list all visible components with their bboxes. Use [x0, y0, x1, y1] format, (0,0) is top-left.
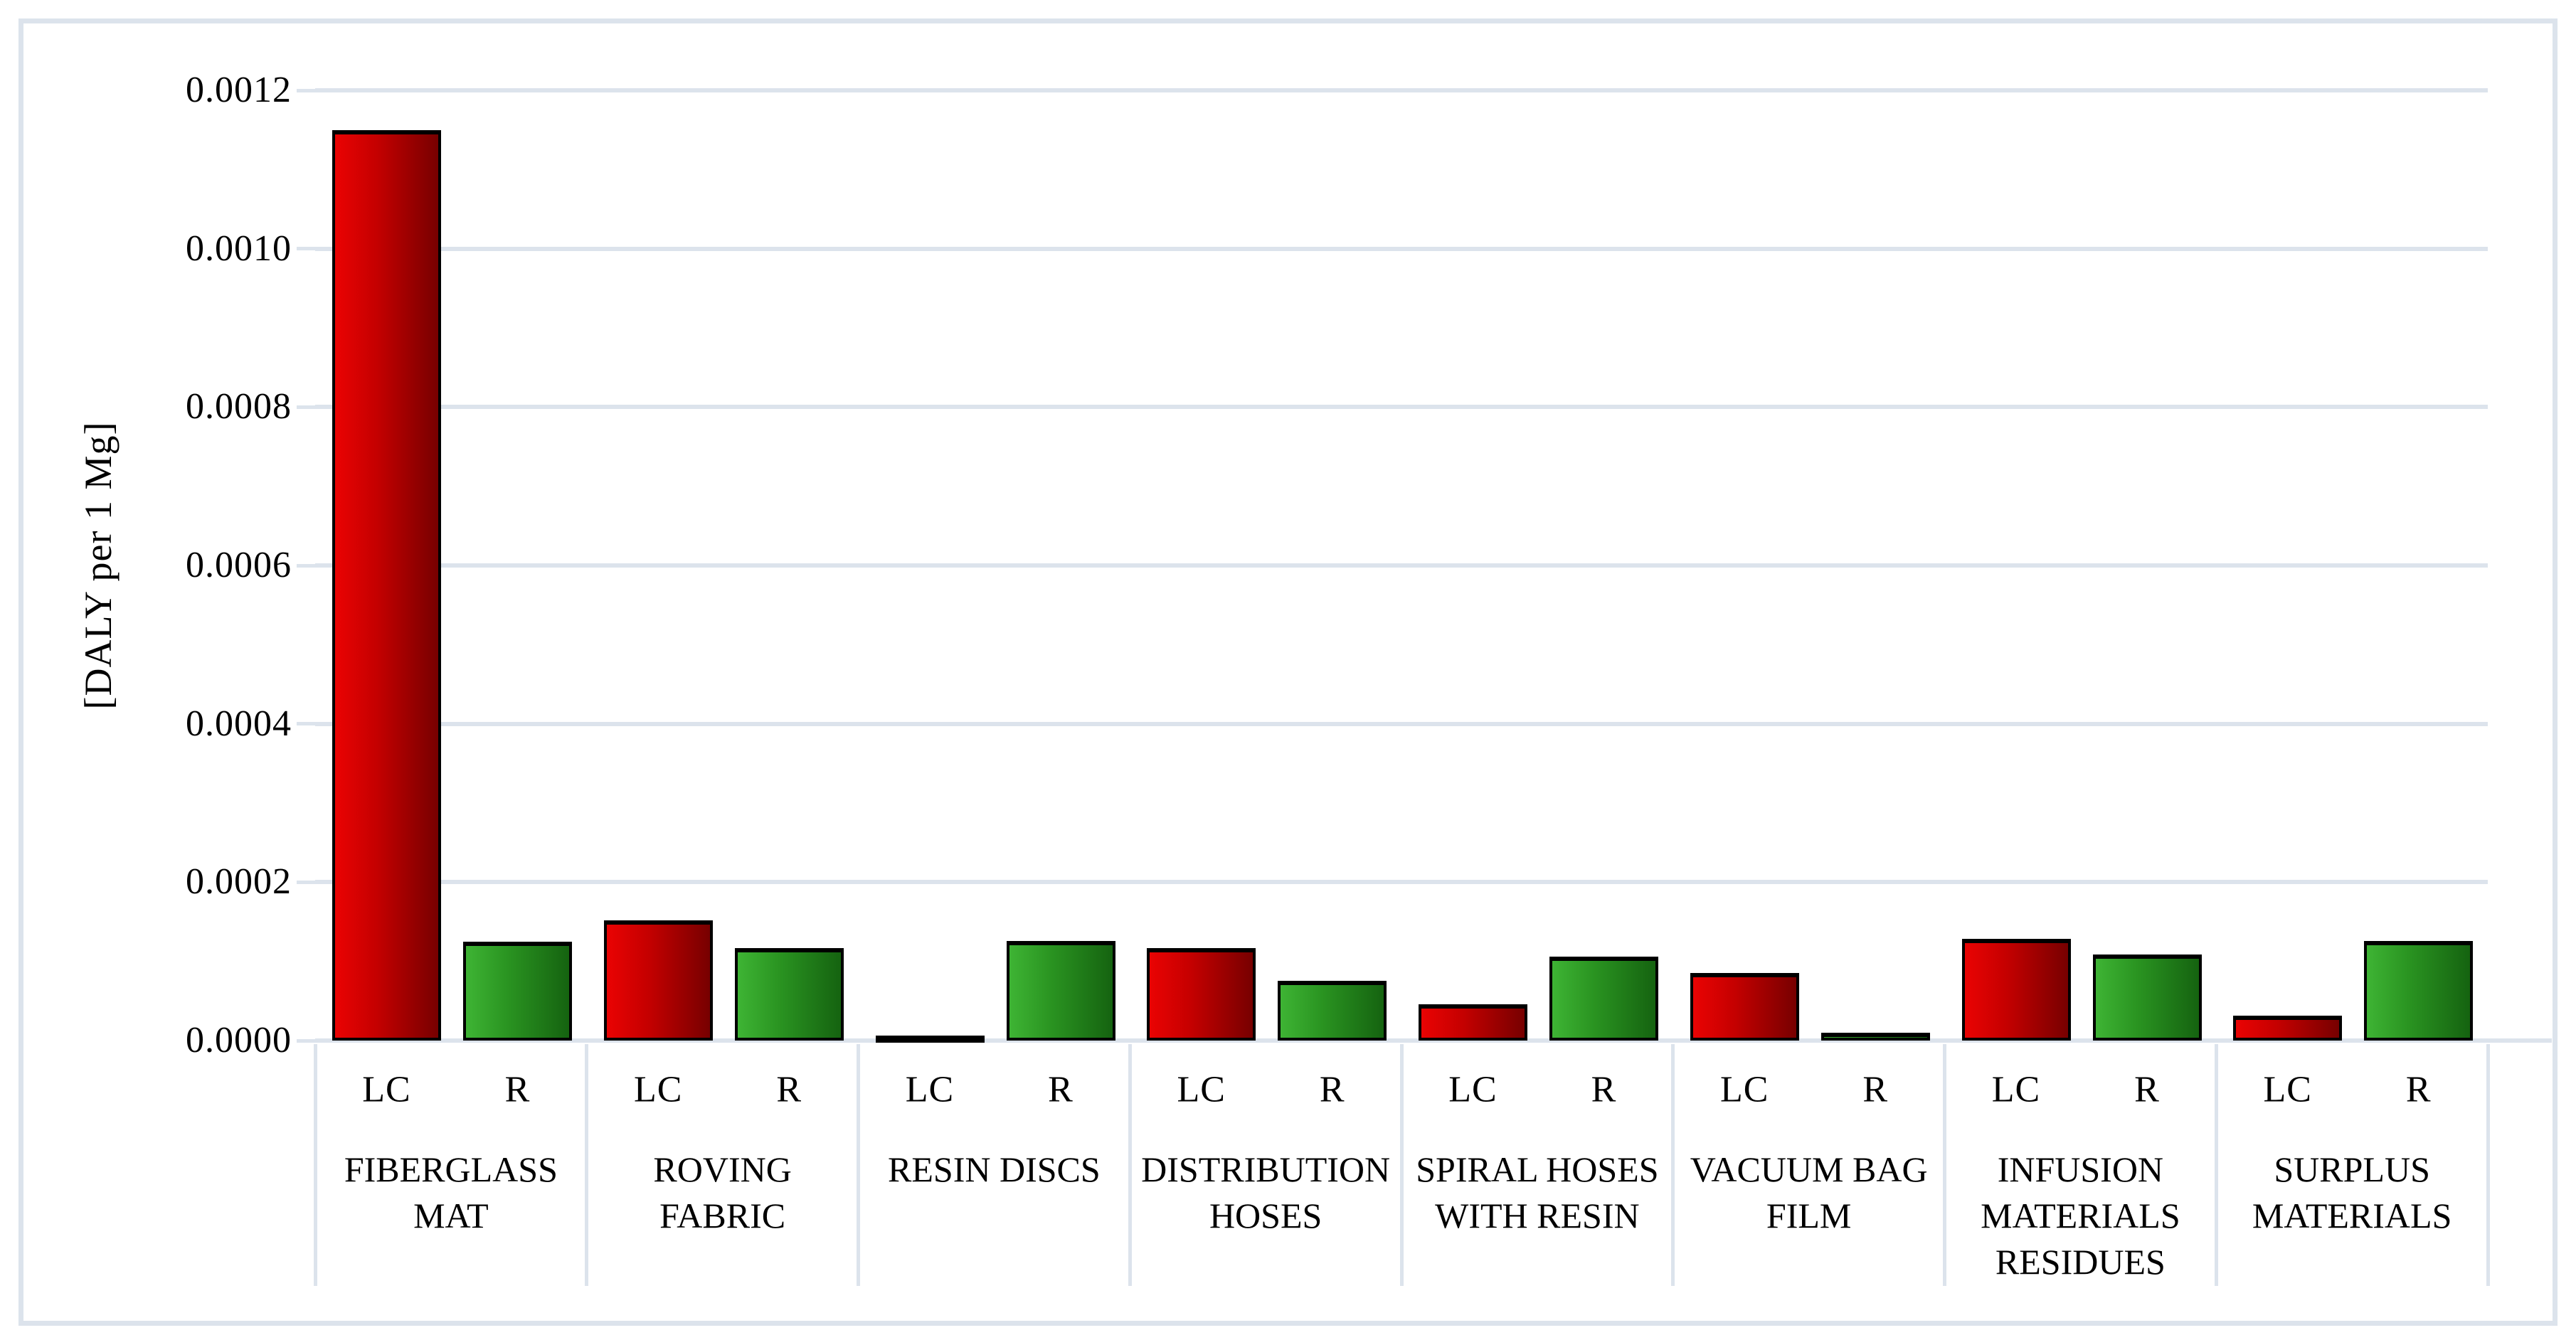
category-label-line: ROVING	[653, 1149, 792, 1189]
y-axis-tick	[297, 722, 315, 726]
bar-r-2	[734, 948, 844, 1041]
category-divider	[2486, 1044, 2490, 1286]
bar-sublabel-r: R	[1591, 1069, 1617, 1110]
bar-lc-4	[1147, 948, 1256, 1041]
bar-sublabel-lc: LC	[1448, 1069, 1498, 1110]
category-label-line: MATERIALS	[2252, 1196, 2452, 1235]
bar-lc-6	[1690, 973, 1799, 1041]
gridline	[315, 405, 2488, 410]
bar-sublabel-r: R	[1319, 1069, 1345, 1110]
bar-r-6	[1820, 1033, 1930, 1041]
bar-sublabel-r: R	[504, 1069, 531, 1110]
category-label-line: WITH RESIN	[1435, 1196, 1640, 1235]
bar-lc-2	[603, 920, 713, 1041]
bar-r-4	[1278, 981, 1387, 1041]
y-axis-tick	[297, 247, 315, 251]
y-axis-tick	[297, 405, 315, 409]
category-label-line: INFUSION	[1997, 1149, 2164, 1189]
y-tick-label: 0.0000	[186, 1020, 292, 1060]
category-label-line: RESIDUES	[1995, 1242, 2166, 1282]
category-label: INFUSION MATERIALS RESIDUES	[1945, 1147, 2217, 1285]
category-label-line: RESIN DISCS	[888, 1149, 1101, 1189]
bar-r-8	[2364, 941, 2474, 1041]
bar-lc-3	[875, 1036, 985, 1043]
bar-r-7	[2092, 955, 2202, 1041]
bar-r-3	[1006, 941, 1115, 1041]
bar-sublabel-lc: LC	[362, 1069, 411, 1110]
category-label-line: FIBERGLASS	[344, 1149, 558, 1189]
bar-lc-5	[1419, 1004, 1527, 1041]
category-label-line: HOSES	[1209, 1196, 1323, 1235]
y-tick-label: 0.0004	[186, 703, 292, 744]
category-label: FIBERGLASS MAT	[315, 1147, 587, 1239]
gridline	[315, 880, 2488, 885]
category-label-line: VACUUM BAG	[1690, 1149, 1928, 1189]
category-label-line: DISTRIBUTION	[1141, 1149, 1391, 1189]
category-label-line: MATERIALS	[1981, 1196, 2180, 1235]
category-label-line: SPIRAL HOSES	[1416, 1149, 1659, 1189]
gridline	[315, 88, 2488, 92]
category-label-line: SURPLUS	[2274, 1149, 2430, 1189]
category-label-line: MAT	[413, 1196, 489, 1235]
category-label-line: FABRIC	[659, 1196, 786, 1235]
y-tick-label: 0.0008	[186, 386, 292, 427]
category-label: VACUUM BAG FILM	[1673, 1147, 1945, 1239]
bar-sublabel-lc: LC	[634, 1069, 683, 1110]
category-label: SPIRAL HOSES WITH RESIN	[1401, 1147, 1673, 1239]
y-tick-label: 0.0012	[186, 70, 292, 110]
y-axis-tick	[297, 88, 315, 92]
category-divider	[1671, 1044, 1675, 1286]
y-axis-tick	[297, 563, 315, 568]
bar-lc-7	[1961, 939, 2071, 1041]
category-divider	[1399, 1044, 1404, 1286]
bar-sublabel-lc: LC	[1991, 1069, 2041, 1110]
x-axis-line	[315, 1038, 2552, 1043]
gridline	[315, 563, 2488, 568]
category-label: RESIN DISCS	[859, 1147, 1130, 1193]
bar-sublabel-r: R	[2134, 1069, 2160, 1110]
y-tick-label: 0.0006	[186, 545, 292, 585]
category-divider	[857, 1044, 860, 1286]
category-label: ROVING FABRIC	[587, 1147, 859, 1239]
bar-sublabel-r: R	[1862, 1069, 1889, 1110]
gridline	[315, 246, 2488, 251]
bar-lc-8	[2233, 1016, 2343, 1041]
gridline	[315, 721, 2488, 726]
category-divider	[2214, 1044, 2218, 1286]
bar-sublabel-lc: LC	[1720, 1069, 1769, 1110]
category-label-line: FILM	[1766, 1196, 1852, 1235]
y-axis-tick	[297, 880, 315, 884]
y-tick-label: 0.0010	[186, 228, 292, 269]
category-divider	[1128, 1044, 1132, 1286]
y-axis-tick	[297, 1038, 315, 1043]
bar-sublabel-lc: LC	[905, 1069, 955, 1110]
bar-r-5	[1549, 957, 1658, 1041]
bar-lc-1	[332, 130, 441, 1041]
bar-sublabel-lc: LC	[1177, 1069, 1226, 1110]
bar-sublabel-r: R	[1048, 1069, 1074, 1110]
bar-sublabel-r: R	[776, 1069, 802, 1110]
category-label: SURPLUS MATERIALS	[2216, 1147, 2488, 1239]
category-label: DISTRIBUTION HOSES	[1130, 1147, 1401, 1239]
category-divider	[585, 1044, 589, 1286]
bar-sublabel-lc: LC	[2263, 1069, 2312, 1110]
y-tick-label: 0.0002	[186, 861, 292, 903]
bar-r-1	[463, 942, 572, 1041]
category-divider	[313, 1044, 317, 1286]
category-divider	[1943, 1044, 1946, 1286]
bar-sublabel-r: R	[2405, 1069, 2432, 1110]
